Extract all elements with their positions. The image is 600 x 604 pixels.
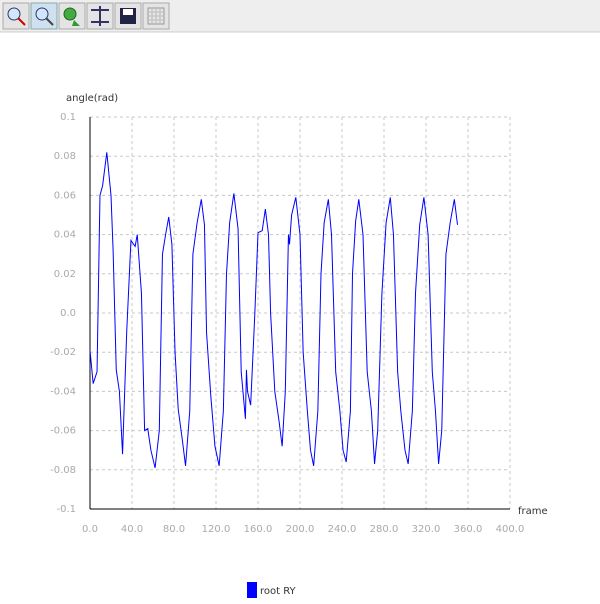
zoom-in-button[interactable] (2, 2, 30, 30)
y-tick-label: -0.06 (50, 426, 76, 437)
x-tick-label: 360.0 (454, 524, 483, 535)
x-tick-label: 80.0 (163, 524, 185, 535)
y-tick-label: 0.0 (60, 308, 76, 319)
grid-button[interactable] (142, 2, 170, 30)
y-tick-label: 0.02 (54, 269, 76, 280)
x-tick-label: 280.0 (370, 524, 399, 535)
y-tick-label: 0.1 (60, 112, 76, 123)
y-tick-label: -0.08 (50, 465, 76, 476)
x-axis-label: frame (518, 506, 548, 517)
pan-button[interactable] (58, 2, 86, 30)
x-tick-label: 320.0 (412, 524, 441, 535)
x-tick-label: 40.0 (121, 524, 143, 535)
data-line (89, 152, 458, 468)
x-tick-label: 400.0 (496, 524, 525, 535)
y-tick-label: 0.04 (54, 230, 76, 241)
y-tick-label: -0.04 (50, 386, 76, 397)
legend-swatch (247, 582, 257, 598)
x-tick-label: 120.0 (202, 524, 231, 535)
y-tick-label: 0.08 (54, 151, 76, 162)
y-tick-label: 0.06 (54, 190, 76, 201)
x-tick-label: 200.0 (286, 524, 315, 535)
y-tick-label: -0.1 (56, 504, 76, 515)
fit-button[interactable] (86, 2, 114, 30)
y-axis-label: angle(rad) (66, 93, 118, 104)
x-tick-label: 0.0 (82, 524, 98, 535)
zoom-button[interactable] (30, 2, 58, 30)
y-tick-label: -0.02 (50, 347, 76, 358)
x-tick-label: 240.0 (328, 524, 357, 535)
save-button[interactable] (114, 2, 142, 30)
x-tick-label: 160.0 (244, 524, 273, 535)
legend-label: root RY (260, 586, 297, 597)
